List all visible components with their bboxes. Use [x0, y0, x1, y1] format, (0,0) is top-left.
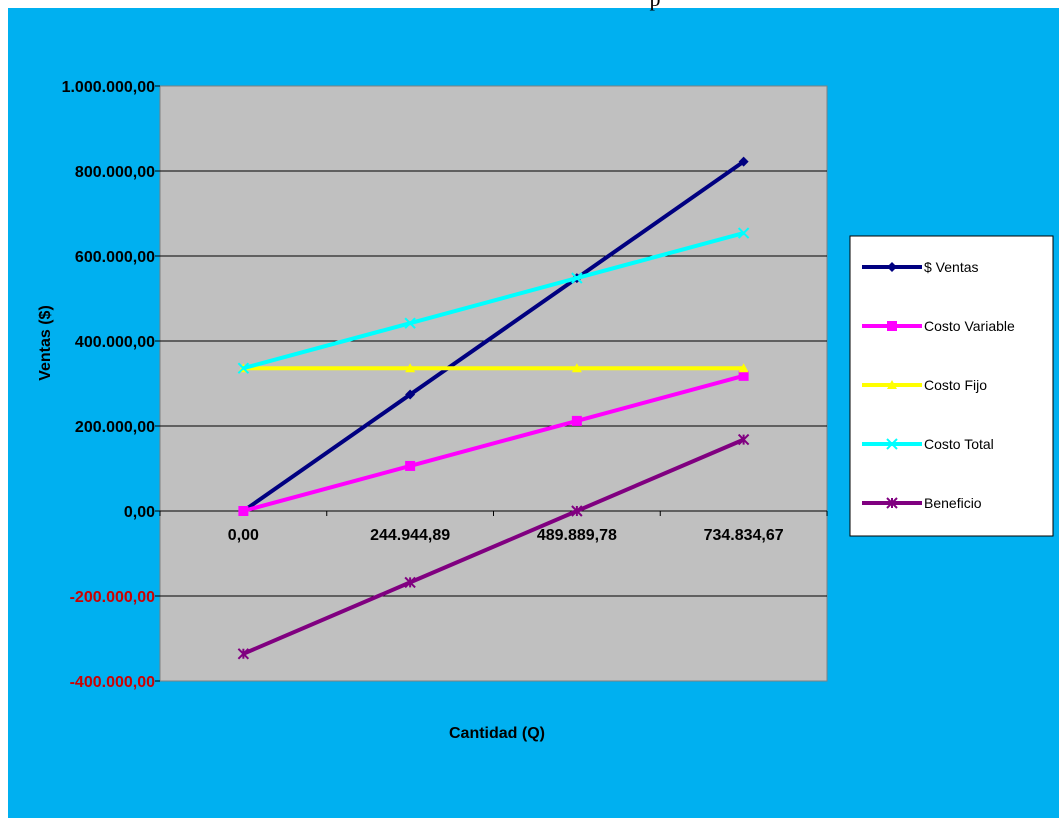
y-tick-label: 1.000.000,00 [62, 79, 156, 96]
legend-items: $ Ventas Costo Variable Costo Fijo Costo To… [862, 259, 1015, 511]
series-point [571, 272, 583, 284]
y-tick-label: 200.000,00 [75, 419, 155, 436]
series-point [404, 317, 416, 329]
chart-title: p [650, 0, 661, 11]
y-tick-label: 400.000,00 [75, 334, 155, 351]
legend-item: Costo Total [862, 436, 994, 452]
series-3 [237, 227, 750, 374]
legend-item: Beneficio [862, 495, 982, 511]
series-line [242, 437, 745, 656]
x-axis-ticks: 0,00 244.944,89 489.889,78 734.834,67 [159, 511, 828, 544]
series-point [886, 497, 898, 509]
legend-item: Costo Variable [862, 318, 1015, 334]
series-point [887, 262, 897, 272]
series-point [571, 415, 582, 426]
legend-item: Costo Fijo [862, 377, 987, 393]
title-strip [0, 0, 1059, 7]
series-point [738, 156, 749, 167]
y-axis-ticks: 1.000.000,00 800.000,00 600.000,00 400.000,… [62, 79, 160, 691]
legend: $ Ventas Costo Variable Costo Fijo Costo To… [849, 235, 1054, 537]
series-point [887, 380, 897, 389]
y-tick-label: -200.000,00 [70, 589, 156, 606]
series-line [242, 160, 745, 513]
series-point [737, 227, 750, 239]
series-line [242, 373, 745, 513]
y-tick-label: -400.000,00 [70, 674, 156, 691]
series-point [571, 505, 583, 517]
y-tick-label: 800.000,00 [75, 164, 155, 181]
x-tick-label: 244.944,89 [370, 527, 450, 544]
x-tick-label: 734.834,67 [704, 527, 784, 544]
series-4 [237, 433, 750, 660]
series-point [887, 321, 897, 331]
legend-label: Costo Variable [924, 318, 1015, 334]
series-point [738, 370, 749, 381]
series-line [242, 231, 745, 371]
legend-label: Beneficio [924, 495, 982, 511]
x-tick-label: 0,00 [228, 527, 259, 544]
series-point [404, 576, 416, 589]
series-point [405, 460, 416, 471]
series-point [571, 363, 582, 373]
series-point [737, 433, 750, 446]
legend-item: $ Ventas [862, 259, 979, 275]
x-tick-label: 489.889,78 [537, 527, 617, 544]
series-point [405, 389, 416, 400]
y-tick-label: 600.000,00 [75, 249, 155, 266]
y-tick-label: 0,00 [124, 504, 155, 521]
legend-label: Costo Fijo [924, 377, 987, 393]
y-axis-title: Ventas ($) [37, 305, 54, 381]
series-point [738, 363, 749, 373]
series-point [238, 506, 249, 516]
series-point [237, 362, 250, 374]
legend-label: Costo Total [924, 436, 994, 452]
series-2 [238, 363, 749, 373]
series-point [237, 648, 250, 660]
legend-label: $ Ventas [924, 259, 979, 275]
series-1 [238, 370, 749, 516]
x-axis-title: Cantidad (Q) [449, 725, 545, 742]
series-point [405, 363, 416, 373]
series-point [886, 438, 898, 450]
series-layer [237, 156, 750, 660]
